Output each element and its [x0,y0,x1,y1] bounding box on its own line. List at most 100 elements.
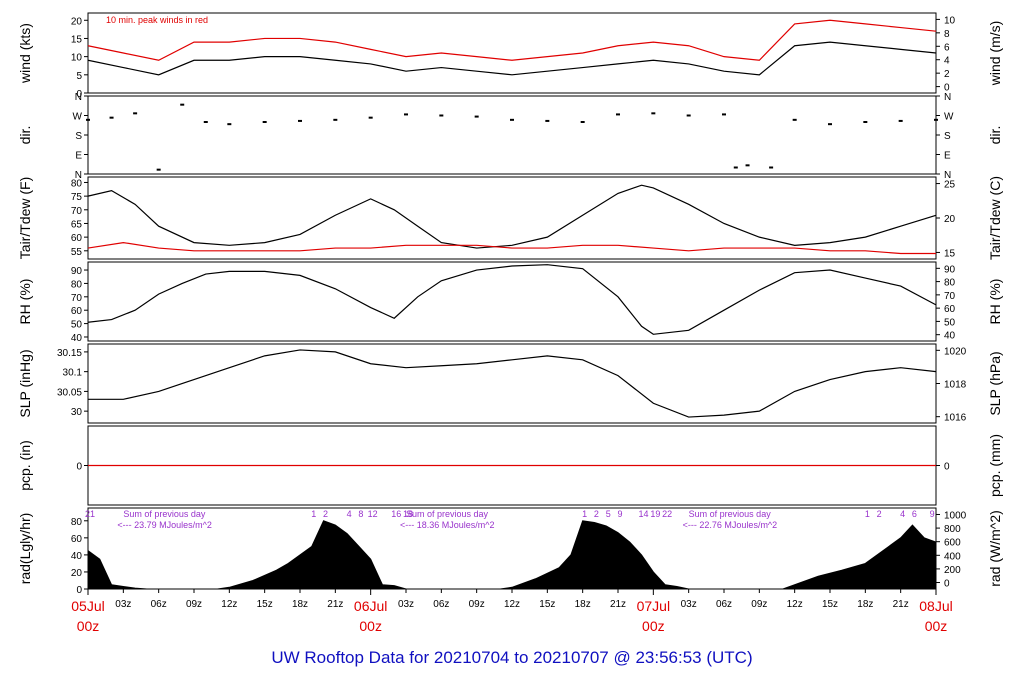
y-tick-label: 80 [71,517,83,528]
y-tick-label-right: 4 [944,56,950,67]
y-tick-label: 80 [71,279,83,290]
y-tick-label: 40 [71,551,83,562]
y-tick-label-right: 400 [944,551,961,562]
series-line [87,241,936,255]
top-hour-label: 12 [368,509,378,519]
data-point [156,168,161,171]
top-hour-label: 9 [930,509,935,519]
top-hour-label: 16 [391,509,401,519]
data-point [898,119,903,122]
data-point [474,115,479,118]
data-point [180,103,185,106]
panel-frame [87,12,937,94]
x-tick-label: 06z [151,599,167,610]
y-tick-label-right: N [944,92,951,103]
y-tick-label-right: 0 [944,83,950,94]
y-tick-label: 75 [71,192,83,203]
top-hour-label: 18 [403,509,413,519]
y-tick-label-right: 20 [944,214,956,225]
y-tick-label-right: 1000 [944,510,967,521]
y-tick-label: S [75,131,82,142]
data-point [580,121,585,123]
x-tick-label: 21z [327,599,343,610]
data-point [616,113,620,116]
y-axis-label-right: rad (W/m^2) [987,510,1003,587]
y-tick-label: 30.1 [63,368,83,379]
x-tick-label: 09z [469,599,485,610]
top-hour-label: 14 [639,509,649,519]
y-tick-label: 40 [71,333,83,344]
data-point [404,113,408,116]
x-tick-label: 12z [221,599,237,610]
y-axis-label: RH (%) [17,279,33,325]
sum-value: <--- 23.79 MJoules/m^2 [117,520,212,530]
day-time-label: 00z [77,618,100,634]
x-tick-label: 15z [822,599,838,610]
y-tick-label-right: 1018 [944,380,967,391]
data-point [863,121,868,123]
y-axis-label: rad(Lgly/hr) [17,513,33,585]
y-tick-label-right: 70 [944,291,956,302]
panel-frame [87,176,937,260]
day-time-label: 00z [925,618,948,634]
y-tick-label: 55 [71,247,83,258]
panel-frame [87,507,937,590]
y-tick-label-right: 6 [944,42,950,53]
y-axis-label-right: SLP (hPa) [987,351,1003,415]
y-tick-label: 0 [76,462,82,473]
y-tick-label: 0 [76,585,82,596]
day-label: 07Jul [637,598,670,614]
data-point [792,118,797,121]
data-point [203,121,208,123]
y-tick-label: 0 [76,89,82,100]
sum-value: <--- 22.76 MJoules/m^2 [683,520,778,530]
y-tick-label-right: 80 [944,278,956,289]
x-tick-label: 15z [539,599,555,610]
top-hour-label: 5 [606,509,611,519]
data-point [733,166,738,169]
y-tick-label-right: 10 [944,15,956,26]
data-point [769,166,774,169]
x-tick-label: 09z [186,599,202,610]
y-tick-label-right: 60 [944,304,956,315]
panel-frame [87,261,937,342]
y-tick-label: 30 [71,407,83,418]
top-hour-label: 6 [912,509,917,519]
data-point [545,119,550,122]
x-tick-label: 21z [893,599,909,610]
top-hour-label: 1 [311,509,316,519]
y-axis-label: pcp. (in) [17,440,33,491]
top-hour-label: 2 [594,509,599,519]
y-tick-label: 10 [71,53,83,64]
x-tick-label: 18z [857,599,873,610]
y-tick-label-right: 90 [944,264,956,275]
y-tick-label: N [75,170,82,181]
series-line [87,19,937,61]
top-hour-label: 8 [358,509,363,519]
series-line [87,184,937,249]
data-point [368,116,373,119]
series-line [88,349,937,418]
y-tick-label-right: 1020 [944,346,967,357]
sum-label: Sum of previous day [689,509,772,519]
data-point [934,118,938,121]
day-label: 05Jul [71,598,104,614]
x-tick-label: 18z [292,599,308,610]
x-tick-label: 03z [681,599,697,610]
y-tick-label-right: 25 [944,180,956,191]
top-hour-label: 4 [900,509,905,519]
y-axis-label-right: RH (%) [987,279,1003,325]
y-tick-label-right: 40 [944,331,956,342]
y-tick-label: 30.05 [57,387,82,398]
data-point [109,116,114,119]
y-tick-label: 60 [71,306,83,317]
y-tick-label-right: 600 [944,538,961,549]
y-tick-label: 15 [71,34,83,45]
top-hour-label: 2 [323,509,328,519]
y-tick-label-right: 800 [944,524,961,535]
data-point [686,114,691,117]
y-axis-label-right: dir. [987,126,1003,145]
sum-label: Sum of previous day [406,509,489,519]
y-tick-label-right: 1016 [944,413,967,424]
